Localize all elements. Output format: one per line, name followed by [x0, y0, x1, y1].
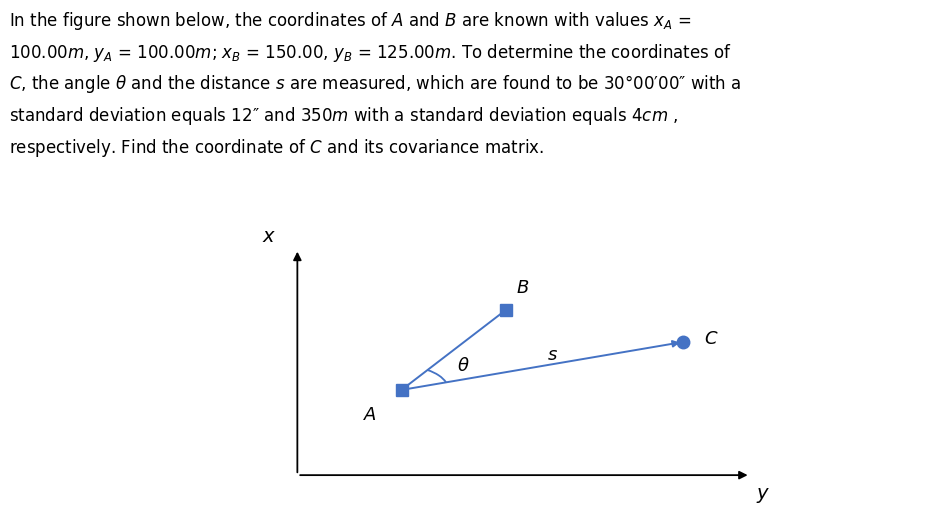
Text: $x$: $x$ [262, 228, 277, 246]
Text: $y$: $y$ [756, 486, 770, 505]
Text: $A$: $A$ [364, 406, 377, 424]
Text: In the figure shown below, the coordinates of $A$ and $B$ are known with values : In the figure shown below, the coordinat… [9, 10, 742, 159]
Text: $\theta$: $\theta$ [457, 357, 470, 375]
Text: $s$: $s$ [547, 346, 558, 365]
Text: $B$: $B$ [516, 279, 529, 297]
Text: $C$: $C$ [704, 330, 718, 348]
